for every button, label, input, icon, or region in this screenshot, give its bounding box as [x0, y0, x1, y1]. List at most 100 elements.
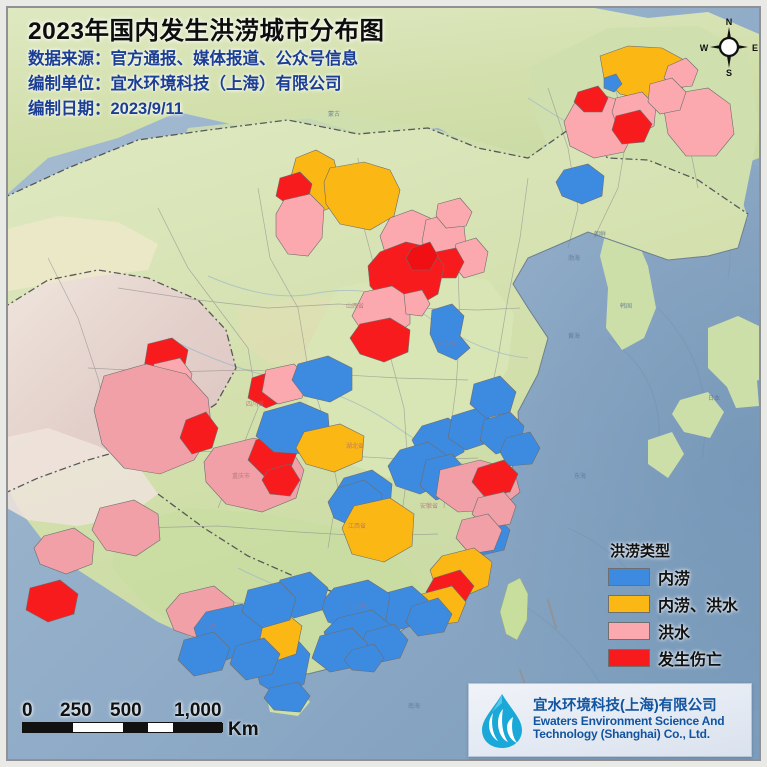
flood-region[interactable] [429, 303, 471, 361]
legend-label-hongshui: 洪水 [658, 625, 691, 642]
flood-region[interactable] [555, 163, 605, 205]
landmass-japan [648, 316, 759, 478]
flood-region[interactable] [499, 431, 541, 467]
compass-svg: N E S W [700, 17, 758, 78]
flood-region[interactable] [275, 193, 325, 257]
legend-label-neilao: 内涝 [658, 571, 691, 588]
compass-north-label: N [726, 17, 733, 27]
compass-west-label: W [700, 43, 709, 53]
legend-label-neilao-hongshui: 内涝、洪水 [658, 598, 739, 615]
flood-region[interactable] [403, 289, 431, 317]
province-label: 广东省 [348, 602, 366, 610]
province-label: 山西省 [346, 302, 364, 310]
company-name-en-line1: Ewaters Environment Science And [533, 713, 725, 728]
terrain-himalaya [8, 428, 158, 526]
flood-region[interactable] [603, 73, 623, 93]
legend-item-casualty[interactable]: 发生伤亡 [608, 646, 738, 670]
legend-swatch-hongshui [608, 622, 650, 640]
legend-label-casualty: 发生伤亡 [658, 652, 723, 669]
flood-region-group-northeast[interactable] [555, 45, 735, 205]
flood-region[interactable] [241, 581, 297, 629]
flood-region[interactable] [611, 109, 653, 145]
flood-region[interactable] [471, 459, 519, 497]
flood-region[interactable] [295, 423, 365, 473]
flood-region[interactable] [341, 497, 415, 563]
scale-segment [173, 723, 223, 732]
province-label: 广西 [204, 622, 216, 630]
legend-item-neilao[interactable]: 内涝 [608, 565, 738, 589]
compass-circle [718, 36, 740, 58]
legend-swatch-neilao-hongshui [608, 595, 650, 613]
flood-region[interactable] [179, 411, 219, 455]
map-frame-inner [6, 6, 761, 761]
flood-region-group-south[interactable] [177, 571, 409, 713]
subtitle-organization: 编制单位：宜水环境科技（上海）有限公司 [28, 74, 342, 93]
flood-region-group-fujian[interactable] [375, 547, 493, 637]
map-labels: 渤海 黄海 东海 南海 蒙古 韩国 朝鲜 日本 四川省 重庆市 湖北省 江西省 … [204, 110, 720, 710]
scale-unit-label: Km [228, 719, 259, 740]
province-label: 江西省 [348, 522, 366, 530]
flood-region-group-north[interactable] [275, 149, 401, 257]
page-title: 2023年国内发生洪涝城市分布图 [28, 18, 385, 45]
company-logo-text: 宜水环境科技(上海)有限公司 Ewaters Environment Scien… [533, 697, 725, 743]
legend-item-hongshui[interactable]: 洪水 [608, 619, 738, 643]
scale-segment [123, 723, 148, 732]
scale-tick-1000: 1,000 [174, 700, 222, 721]
flood-region[interactable] [91, 499, 161, 557]
water-drop-icon [482, 694, 522, 748]
sea-label: 南海 [408, 702, 420, 710]
flood-region[interactable] [33, 527, 95, 575]
sea-label: 东海 [574, 472, 586, 480]
flood-region[interactable] [229, 637, 281, 681]
flood-region[interactable] [405, 597, 453, 637]
flood-region-group-beijing-hebei[interactable] [349, 197, 489, 363]
subtitle-compiled-date: 编制日期：2023/9/11 [28, 100, 183, 119]
company-name-cn: 宜水环境科技(上海)有限公司 [533, 697, 717, 714]
flood-region[interactable] [469, 375, 517, 419]
sea-label: 黄海 [568, 332, 580, 340]
legend: 洪涝类型 内涝 内涝、洪水 洪水 发生伤亡 [608, 540, 738, 673]
scale-tick-500: 500 [110, 700, 142, 721]
scale-tick-labels: 0 250 500 1,000 [22, 700, 252, 722]
neighbor-label: 朝鲜 [594, 230, 606, 238]
scale-bar: 0 250 500 1,000 Km [22, 700, 259, 740]
flood-region-group-east[interactable] [435, 375, 541, 557]
flood-region[interactable] [455, 513, 503, 555]
flood-region[interactable] [263, 681, 311, 713]
flood-region[interactable] [405, 241, 439, 271]
province-label: 山东省 [438, 340, 456, 348]
flood-region[interactable] [349, 317, 411, 363]
province-label: 安徽省 [420, 502, 438, 510]
compass-east-label: E [752, 43, 758, 53]
subtitle-data-source: 数据来源：官方通报、媒体报道、公众号信息 [28, 49, 358, 68]
flood-region-group-southwest[interactable] [25, 337, 309, 641]
flood-region[interactable] [93, 363, 213, 475]
flood-region[interactable] [573, 85, 609, 113]
flood-region[interactable] [25, 579, 79, 623]
flood-region[interactable] [177, 631, 231, 677]
legend-item-neilao-hongshui[interactable]: 内涝、洪水 [608, 592, 738, 616]
flood-region[interactable] [261, 463, 301, 497]
flood-region[interactable] [435, 197, 473, 229]
neighbor-label: 蒙古 [328, 110, 340, 118]
neighbor-label: 日本 [708, 394, 720, 402]
neighbor-label: 韩国 [620, 302, 632, 310]
compass-south-label: S [726, 68, 732, 78]
flood-region[interactable] [323, 161, 401, 231]
legend-title: 洪涝类型 [610, 543, 671, 560]
title-block: 2023年国内发生洪涝城市分布图 数据来源：官方通报、媒体报道、公众号信息 编制… [28, 18, 448, 122]
map-canvas[interactable]: 渤海 黄海 东海 南海 蒙古 韩国 朝鲜 日本 四川省 重庆市 湖北省 江西省 … [8, 8, 759, 759]
flood-region[interactable] [647, 77, 687, 115]
company-logo-box: 宜水环境科技(上海)有限公司 Ewaters Environment Scien… [468, 683, 752, 757]
landmass-korea [600, 223, 656, 350]
company-name-en-line2: Technology (Shanghai) Co., Ltd. [533, 727, 710, 742]
sea-label: 渤海 [568, 254, 580, 262]
scale-track: Km [22, 719, 259, 740]
province-label: 四川省 [246, 400, 264, 408]
flood-region[interactable] [291, 355, 353, 403]
legend-swatch-casualty [608, 649, 650, 667]
compass-rose: N E S W [700, 16, 758, 78]
scale-tick-0: 0 [22, 700, 33, 721]
flood-region[interactable] [343, 643, 385, 673]
